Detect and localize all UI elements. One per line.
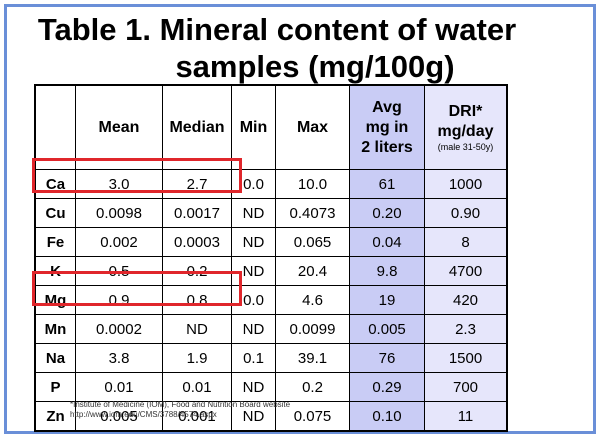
cell-max: 0.075 — [275, 401, 350, 432]
cell-max: 10.0 — [275, 169, 350, 199]
footnote-citation: *Institute of Medicine (IOM), Food and N… — [70, 400, 291, 409]
cell-max: 39.1 — [275, 343, 350, 373]
cell-median: 1.9 — [162, 343, 232, 373]
cell-median: 0.0017 — [162, 198, 232, 228]
footnote-url: http://www.iom.edu/CMS/3788/4574.aspx — [70, 410, 217, 419]
cell-element: Mn — [34, 314, 76, 344]
cell-element: Na — [34, 343, 76, 373]
cell-dri: 2.3 — [424, 314, 508, 344]
cell-min: ND — [231, 372, 276, 402]
cell-mean: 0.5 — [75, 256, 163, 286]
cell-max: 0.2 — [275, 372, 350, 402]
cell-min: ND — [231, 256, 276, 286]
header-mean: Mean — [75, 84, 163, 170]
table-row-fe: Fe 0.002 0.0003 ND 0.065 0.04 8 — [34, 227, 508, 257]
cell-min: 0.0 — [231, 169, 276, 199]
mineral-table: Mean Median Min Max Avg mg in 2 liters D… — [34, 84, 508, 432]
cell-dri: 1500 — [424, 343, 508, 373]
header-dri-line-2: mg/day — [437, 123, 494, 140]
cell-min: ND — [231, 314, 276, 344]
cell-median: 2.7 — [162, 169, 232, 199]
cell-avg: 76 — [349, 343, 425, 373]
title-line-2: samples (mg/100g) — [175, 49, 455, 84]
table-row-mg: Mg 0.9 0.8 0.0 4.6 19 420 — [34, 285, 508, 315]
cell-mean: 0.9 — [75, 285, 163, 315]
cell-mean: 3.0 — [75, 169, 163, 199]
table-title: Table 1. Mineral content of water sample… — [7, 11, 593, 85]
cell-mean: 0.0002 — [75, 314, 163, 344]
cell-median: 0.2 — [162, 256, 232, 286]
table-row-k: K 0.5 0.2 ND 20.4 9.8 4700 — [34, 256, 508, 286]
header-avg-line-2: mg in — [365, 118, 409, 136]
cell-avg: 0.20 — [349, 198, 425, 228]
cell-element: Zn — [34, 401, 76, 432]
cell-max: 20.4 — [275, 256, 350, 286]
header-avg: Avg mg in 2 liters — [349, 84, 425, 170]
cell-avg: 19 — [349, 285, 425, 315]
table-row-mn: Mn 0.0002 ND ND 0.0099 0.005 2.3 — [34, 314, 508, 344]
cell-mean: 0.002 — [75, 227, 163, 257]
cell-mean: 0.01 — [75, 372, 163, 402]
table-row-na: Na 3.8 1.9 0.1 39.1 76 1500 — [34, 343, 508, 373]
cell-max: 0.0099 — [275, 314, 350, 344]
cell-mean: 0.0098 — [75, 198, 163, 228]
cell-max: 0.065 — [275, 227, 350, 257]
table-row-zn: Zn 0.005 0.001 ND 0.075 0.10 11 — [34, 401, 508, 432]
cell-min: 0.0 — [231, 285, 276, 315]
cell-max: 4.6 — [275, 285, 350, 315]
cell-dri: 420 — [424, 285, 508, 315]
header-avg-line-3: 2 liters — [361, 138, 413, 156]
header-element — [34, 84, 76, 170]
cell-dri: 4700 — [424, 256, 508, 286]
cell-max: 0.4073 — [275, 198, 350, 228]
footnote: *Institute of Medicine (IOM), Food and N… — [70, 400, 290, 420]
cell-mean: 3.8 — [75, 343, 163, 373]
header-median: Median — [162, 84, 232, 170]
cell-avg: 0.10 — [349, 401, 425, 432]
cell-avg: 9.8 — [349, 256, 425, 286]
cell-median: 0.8 — [162, 285, 232, 315]
cell-avg: 0.29 — [349, 372, 425, 402]
cell-element: P — [34, 372, 76, 402]
header-row: Mean Median Min Max Avg mg in 2 liters D… — [34, 84, 508, 170]
cell-element: Ca — [34, 169, 76, 199]
cell-avg: 0.005 — [349, 314, 425, 344]
cell-median: ND — [162, 314, 232, 344]
cell-dri: 8 — [424, 227, 508, 257]
cell-dri: 1000 — [424, 169, 508, 199]
cell-element: Cu — [34, 198, 76, 228]
cell-element: Fe — [34, 227, 76, 257]
header-dri: DRI* mg/day (male 31-50y) — [424, 84, 508, 170]
cell-avg: 61 — [349, 169, 425, 199]
table-row-cu: Cu 0.0098 0.0017 ND 0.4073 0.20 0.90 — [34, 198, 508, 228]
cell-median: 0.0003 — [162, 227, 232, 257]
header-dri-line-1: DRI* — [448, 103, 483, 120]
title-line-1: Table 1. Mineral content of water — [37, 12, 517, 47]
cell-min: ND — [231, 198, 276, 228]
cell-min: ND — [231, 227, 276, 257]
cell-element: Mg — [34, 285, 76, 315]
header-min: Min — [231, 84, 276, 170]
table-row-ca: Ca 3.0 2.7 0.0 10.0 61 1000 — [34, 169, 508, 199]
table-row-p: P 0.01 0.01 ND 0.2 0.29 700 — [34, 372, 508, 402]
header-max: Max — [275, 84, 350, 170]
cell-median: 0.01 — [162, 372, 232, 402]
header-dri-line-3: (male 31-50y) — [437, 142, 494, 152]
cell-dri: 0.90 — [424, 198, 508, 228]
header-avg-line-1: Avg — [372, 98, 402, 116]
cell-dri: 700 — [424, 372, 508, 402]
cell-element: K — [34, 256, 76, 286]
cell-dri: 11 — [424, 401, 508, 432]
cell-avg: 0.04 — [349, 227, 425, 257]
cell-min: 0.1 — [231, 343, 276, 373]
cell-mean: 0.005 — [75, 401, 163, 432]
